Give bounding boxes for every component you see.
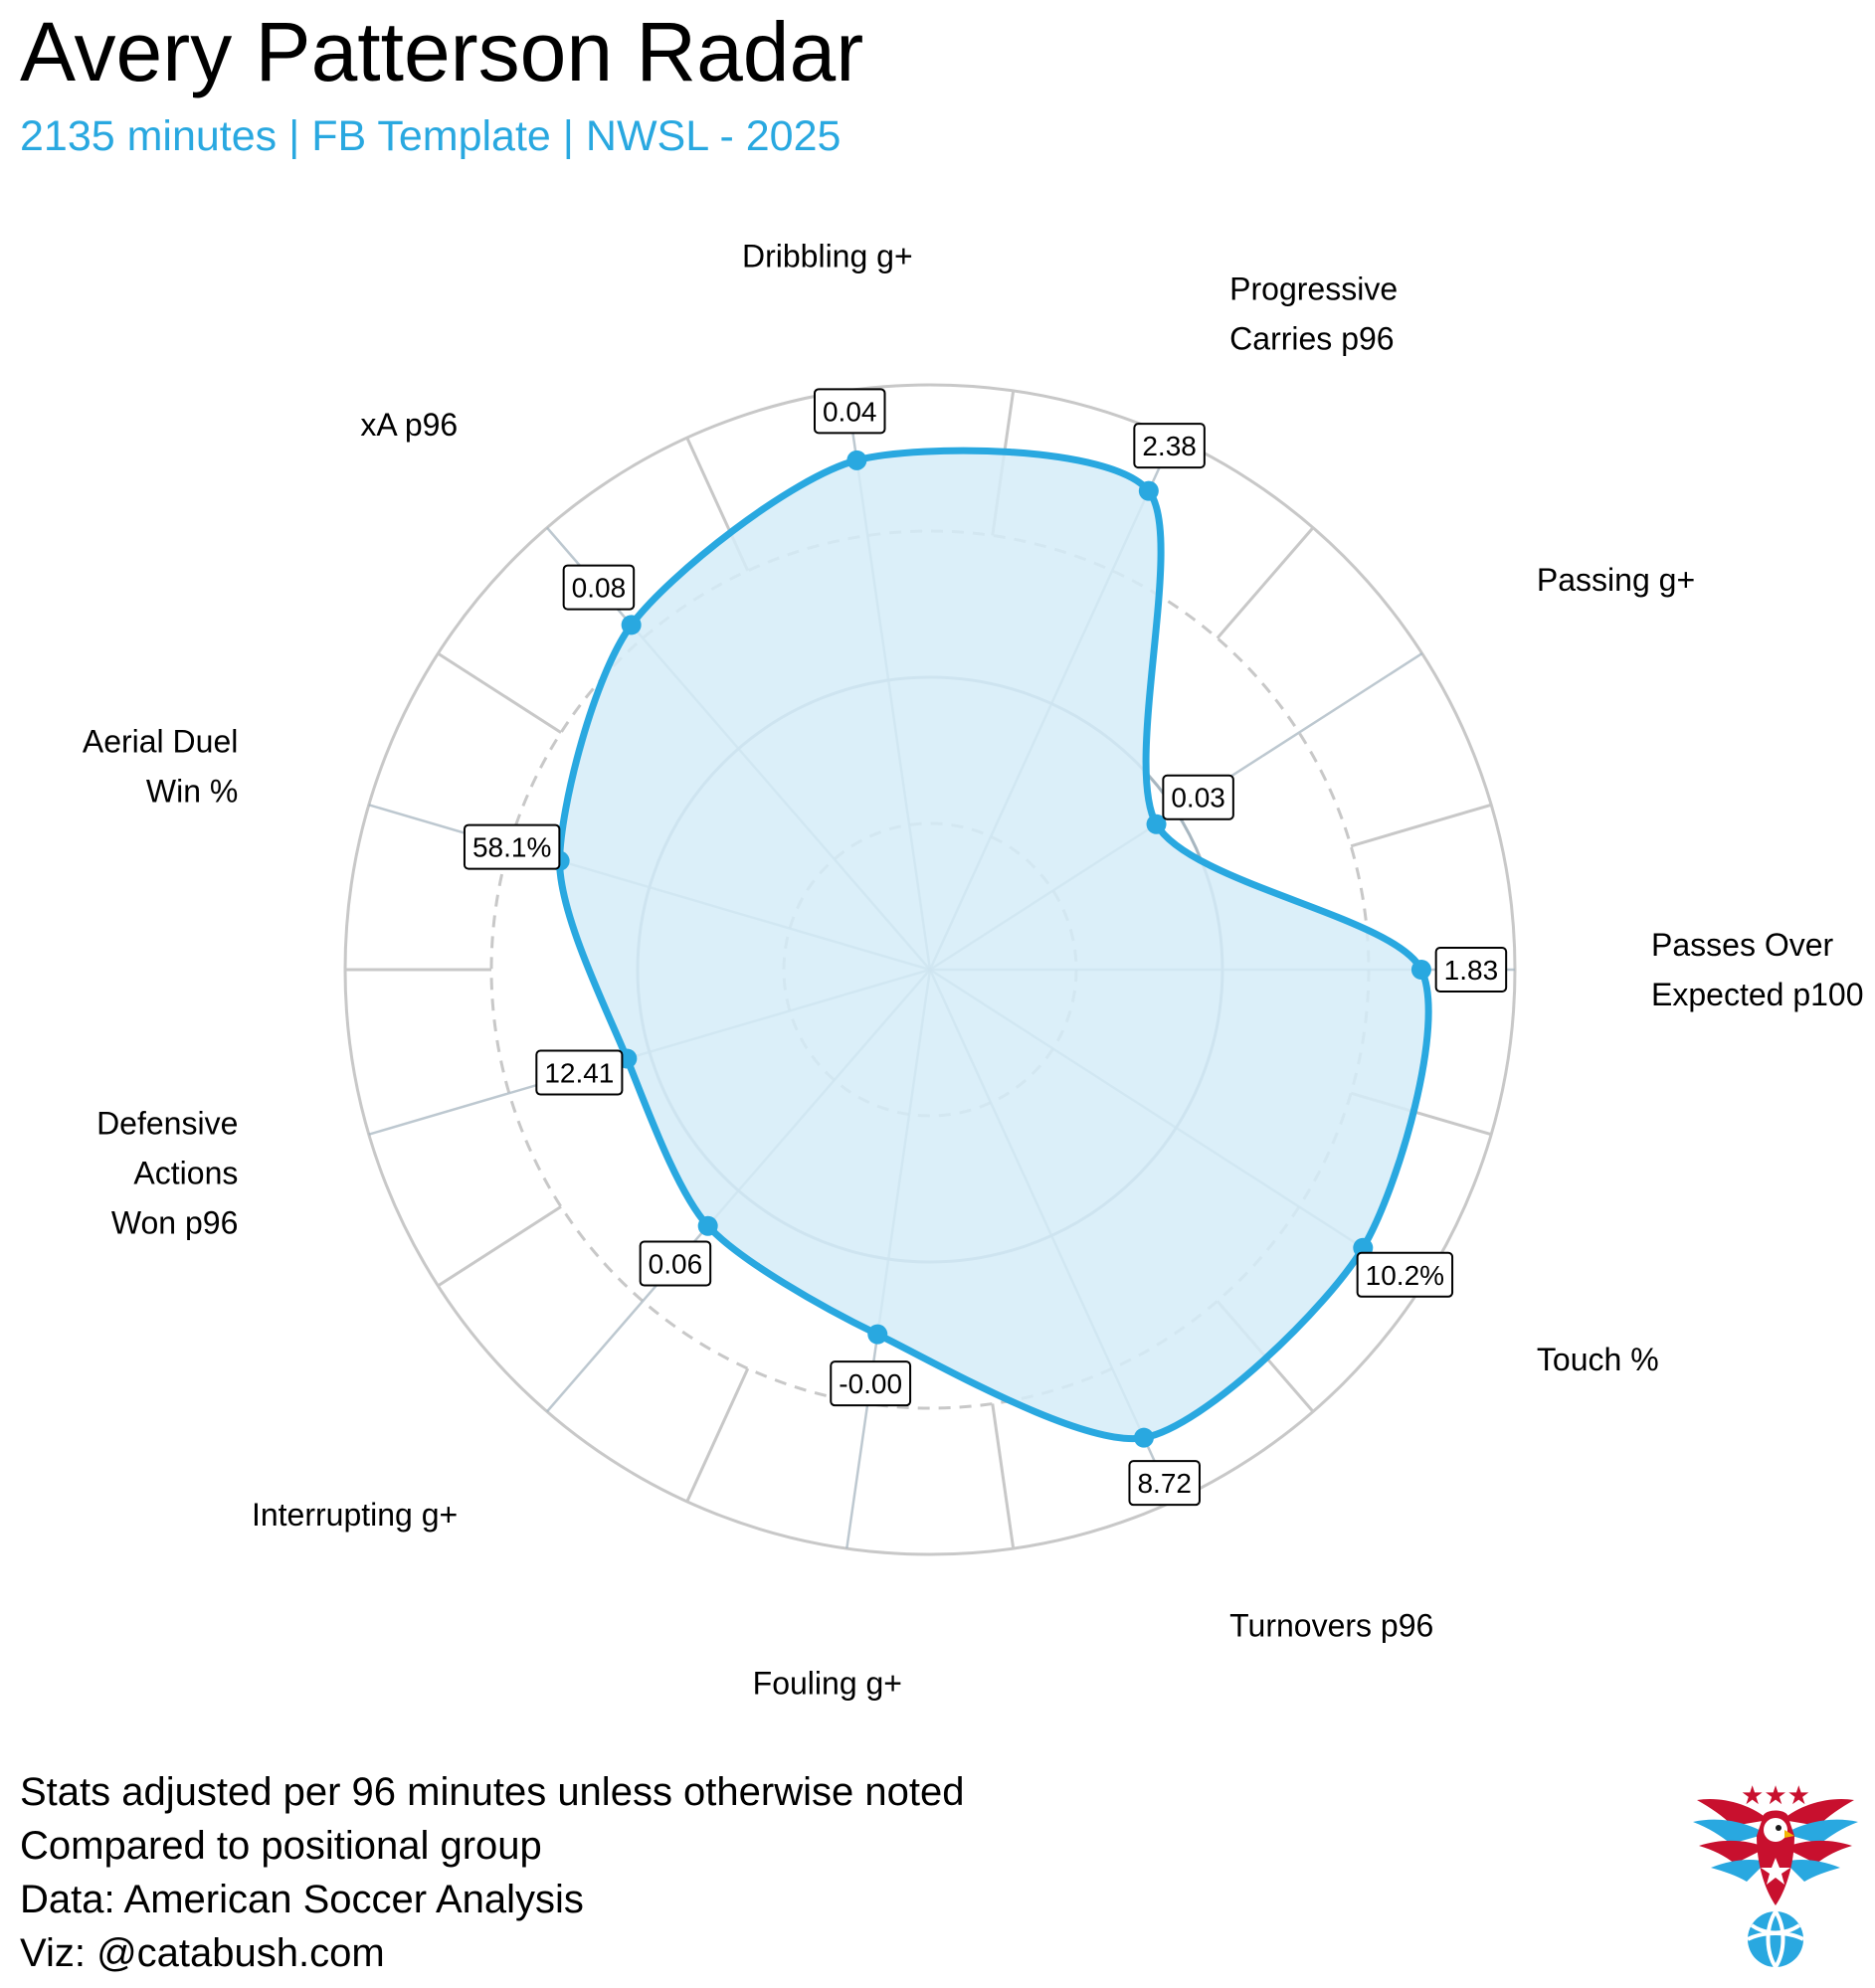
eagle-soccer-logo: ★★★	[1693, 1781, 1858, 1969]
data-point	[697, 1215, 718, 1236]
svg-text:2.38: 2.38	[1142, 431, 1197, 461]
axis-label: Aerial Duel Win %	[83, 724, 239, 810]
svg-text:12.41: 12.41	[544, 1058, 614, 1089]
caption-line-viz-credit: Viz: @catabush.com	[20, 1931, 385, 1975]
sector-divider	[437, 651, 562, 734]
data-point	[1133, 1427, 1154, 1448]
logo-stars: ★★★	[1741, 1781, 1810, 1811]
value-label: 0.06	[639, 1240, 712, 1287]
left-wing-icon	[1693, 1798, 1769, 1882]
sector-divider	[991, 1403, 1016, 1549]
axis-label: xA p96	[360, 407, 458, 443]
axis-label: Dribbling g+	[742, 238, 913, 273]
axis-label: Progressive Carries p96	[1229, 271, 1398, 357]
data-point	[621, 615, 642, 635]
svg-text:1.83: 1.83	[1444, 955, 1499, 986]
sector-divider	[1350, 803, 1492, 848]
caption: Stats adjusted per 96 minutes unless oth…	[20, 1765, 964, 1980]
radar-area	[556, 447, 1432, 1443]
svg-text:0.04: 0.04	[823, 396, 877, 427]
data-point	[867, 1324, 888, 1345]
caption-line-comparison: Compared to positional group	[20, 1824, 542, 1868]
value-label: 10.2%	[1356, 1251, 1454, 1298]
value-label: 2.38	[1133, 423, 1206, 469]
eagle-body-icon	[1757, 1810, 1794, 1905]
caption-line-stats: Stats adjusted per 96 minutes unless oth…	[20, 1770, 965, 1814]
caption-line-data-source: Data: American Soccer Analysis	[20, 1878, 584, 1921]
value-label: 1.83	[1434, 947, 1508, 993]
sector-divider	[437, 1205, 562, 1288]
data-point	[1138, 480, 1159, 501]
svg-text:0.06: 0.06	[649, 1249, 703, 1280]
sector-divider	[1216, 526, 1315, 639]
value-labels: 1.83 0.03 2.38 0.04 0.08 58.1% 12.41 0.06 -0.00 8…	[463, 388, 1508, 1507]
axis-label: Defensive Actions Won p96	[96, 1105, 238, 1240]
data-point	[1410, 960, 1431, 980]
svg-text:0.08: 0.08	[572, 573, 627, 604]
axis-label: Touch %	[1537, 1342, 1659, 1377]
svg-text:-0.00: -0.00	[839, 1368, 902, 1399]
chart-title: Avery Patterson Radar	[20, 5, 864, 98]
chart-subtitle: 2135 minutes | FB Template | NWSL - 2025	[20, 112, 842, 160]
sector-divider	[685, 1367, 750, 1503]
svg-text:8.72: 8.72	[1137, 1468, 1192, 1499]
axis-label: Passes Over Expected p100	[1651, 927, 1864, 1012]
axis-label: Interrupting g+	[252, 1497, 458, 1533]
value-label: -0.00	[830, 1360, 912, 1407]
right-wing-icon	[1782, 1798, 1858, 1882]
svg-text:58.1%: 58.1%	[472, 832, 551, 863]
value-label: 0.04	[813, 388, 886, 435]
value-label: 8.72	[1128, 1460, 1201, 1507]
data-point	[846, 450, 867, 470]
axis-labels: Passes Over Expected p100 Passing g+ Progre…	[83, 238, 1864, 1701]
value-label: 12.41	[535, 1049, 624, 1096]
axis-label: Turnovers p96	[1229, 1607, 1433, 1643]
value-label: 0.03	[1162, 774, 1234, 820]
svg-text:10.2%: 10.2%	[1366, 1260, 1444, 1291]
soccer-ball-icon	[1747, 1909, 1804, 1969]
axis-label: Fouling g+	[753, 1666, 902, 1702]
axis-label: Passing g+	[1537, 562, 1695, 598]
svg-text:0.03: 0.03	[1171, 783, 1225, 813]
value-label: 0.08	[562, 564, 636, 611]
value-label: 58.1%	[463, 823, 561, 870]
data-point	[1146, 813, 1167, 834]
